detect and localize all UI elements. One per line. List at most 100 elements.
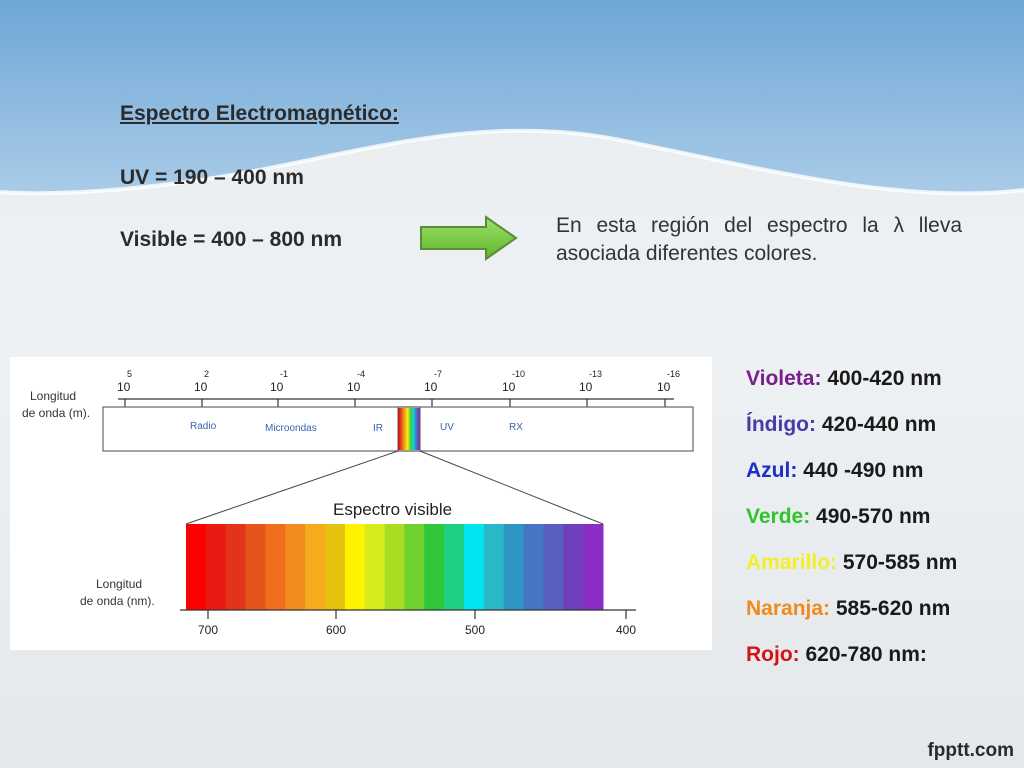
visible-range-text: Visible = 400 – 800 nm xyxy=(120,228,343,251)
mini-spectrum-stripe xyxy=(413,408,416,450)
mini-spectrum-stripe xyxy=(403,408,405,450)
mini-spectrum-border xyxy=(397,406,421,452)
mini-spectrum-stripe xyxy=(404,408,406,450)
spectrum-stripe xyxy=(344,524,366,610)
legend-range: 570-585 nm xyxy=(842,551,958,574)
legend-row-naranja: Naranja: 585-620 nm xyxy=(746,596,957,642)
top-tick-base: 10 xyxy=(194,380,208,394)
color-legend: Violeta: 400-420 nm Índigo: 420-440 nm A… xyxy=(746,366,957,688)
mini-spectrum-stripe xyxy=(401,408,403,450)
spectrum-stripe xyxy=(523,524,544,610)
top-axis-label: Longitud de onda (m). xyxy=(22,389,90,420)
spectrum-stripe xyxy=(583,524,604,610)
spectrum-stripe xyxy=(563,524,584,610)
top-tick-base: 10 xyxy=(270,380,284,394)
top-tick-exponent: -4 xyxy=(357,369,365,379)
region-label-rx: RX xyxy=(509,422,523,433)
spectrum-stripe xyxy=(205,524,227,610)
mini-spectrum-stripe xyxy=(417,408,420,450)
top-tick-base: 10 xyxy=(579,380,593,394)
spectrum-stripe xyxy=(186,524,207,610)
bottom-axis-label: Longitud de onda (nm). xyxy=(80,577,155,608)
legend-range: 620-780 nm: xyxy=(805,643,927,666)
top-tick-base: 10 xyxy=(424,380,438,394)
legend-range: 400-420 nm xyxy=(827,367,942,390)
legend-range: 490-570 nm xyxy=(816,505,931,528)
legend-color-name: Índigo: xyxy=(746,413,816,436)
legend-row-violeta: Violeta: 400-420 nm xyxy=(746,366,957,412)
top-tick-exponent: -16 xyxy=(667,369,680,379)
legend-row-rojo: Rojo: 620-780 nm: xyxy=(746,642,957,688)
top-tick-exponent: -1 xyxy=(280,369,288,379)
legend-row-indigo: Índigo: 420-440 nm xyxy=(746,412,957,458)
spectrum-stripe xyxy=(225,524,247,610)
spectrum-stripe xyxy=(305,524,326,610)
spectrum-stripe xyxy=(285,524,306,610)
mini-spectrum-stripe xyxy=(415,408,418,450)
spectrum-stripe xyxy=(265,524,286,610)
spectrum-diagram: Longitud de onda (m). 10 5 10 2 10 -1 10 -4 10 -7… xyxy=(10,357,712,650)
bottom-tick-label: 500 xyxy=(465,623,485,637)
top-tick-exponent: -7 xyxy=(434,369,442,379)
top-tick-exponent: -10 xyxy=(512,369,525,379)
bottom-tick-label: 700 xyxy=(198,623,218,637)
legend-row-azul: Azul: 440 -490 nm xyxy=(746,458,957,504)
visible-spectrum-title: Espectro visible xyxy=(333,500,452,519)
mini-spectrum-stripe xyxy=(399,408,401,450)
spectrum-stripe xyxy=(384,524,405,610)
spectrum-stripe xyxy=(483,524,505,610)
mini-spectrum-stripe xyxy=(405,408,407,450)
uv-range-text: UV = 190 – 400 nm xyxy=(120,166,304,189)
legend-range: 440 -490 nm xyxy=(803,459,924,482)
legend-color-name: Rojo: xyxy=(746,643,800,666)
region-label-microwaves: Microondas xyxy=(265,423,317,434)
region-label-radio: Radio xyxy=(190,421,217,432)
legend-color-name: Amarillo: xyxy=(746,551,838,574)
mini-spectrum-stripe xyxy=(398,408,400,450)
spectrum-stripe xyxy=(424,524,445,610)
region-label-ir: IR xyxy=(373,423,383,434)
legend-color-name: Violeta: xyxy=(746,367,822,390)
mini-spectrum-stripe xyxy=(402,408,404,450)
mini-spectrum-stripe xyxy=(406,408,408,450)
mini-spectrum-stripe xyxy=(400,408,402,450)
top-tick-exponent: -13 xyxy=(589,369,602,379)
legend-color-name: Verde: xyxy=(746,505,811,528)
spectrum-stripe xyxy=(543,524,564,610)
visible-band-marker xyxy=(397,406,421,452)
spectrum-stripe xyxy=(464,524,485,610)
spectrum-stripe xyxy=(325,524,346,610)
visible-spectrum-bar xyxy=(186,524,604,610)
legend-range: 420-440 nm xyxy=(821,413,937,436)
legend-color-name: Azul: xyxy=(746,459,798,482)
region-label-uv: UV xyxy=(440,422,454,433)
spectrum-stripe xyxy=(404,524,425,610)
legend-row-amarillo: Amarillo: 570-585 nm xyxy=(746,550,957,596)
mini-spectrum-stripe xyxy=(411,408,413,450)
mini-spectrum-stripe xyxy=(412,408,415,450)
colors-note: En esta región del espectro la λ lleva a… xyxy=(556,214,962,265)
top-tick-base: 10 xyxy=(657,380,671,394)
mini-spectrum-stripe xyxy=(409,408,411,450)
top-tick-exponent: 2 xyxy=(204,369,209,379)
spectrum-stripe xyxy=(364,524,386,610)
mini-spectrum-stripe xyxy=(410,408,412,450)
mini-spectrum-stripe xyxy=(407,408,409,450)
top-tick-base: 10 xyxy=(117,380,131,394)
spectrum-stripe xyxy=(245,524,266,610)
top-tick-exponent: 5 xyxy=(127,369,132,379)
spectrum-stripe xyxy=(444,524,465,610)
slide-title: Espectro Electromagnético: xyxy=(120,102,399,125)
spectrum-stripe xyxy=(503,524,525,610)
bottom-tick-label: 400 xyxy=(616,623,636,637)
legend-row-verde: Verde: 490-570 nm xyxy=(746,504,957,550)
top-tick-base: 10 xyxy=(347,380,361,394)
mini-spectrum-stripe xyxy=(414,408,417,450)
bottom-tick-label: 600 xyxy=(326,623,346,637)
right-arrow-icon xyxy=(420,215,518,261)
legend-range: 585-620 nm xyxy=(835,597,951,620)
brand-watermark: fpptt.com xyxy=(927,740,1014,761)
mini-spectrum-stripe xyxy=(416,408,419,450)
top-tick-base: 10 xyxy=(502,380,516,394)
